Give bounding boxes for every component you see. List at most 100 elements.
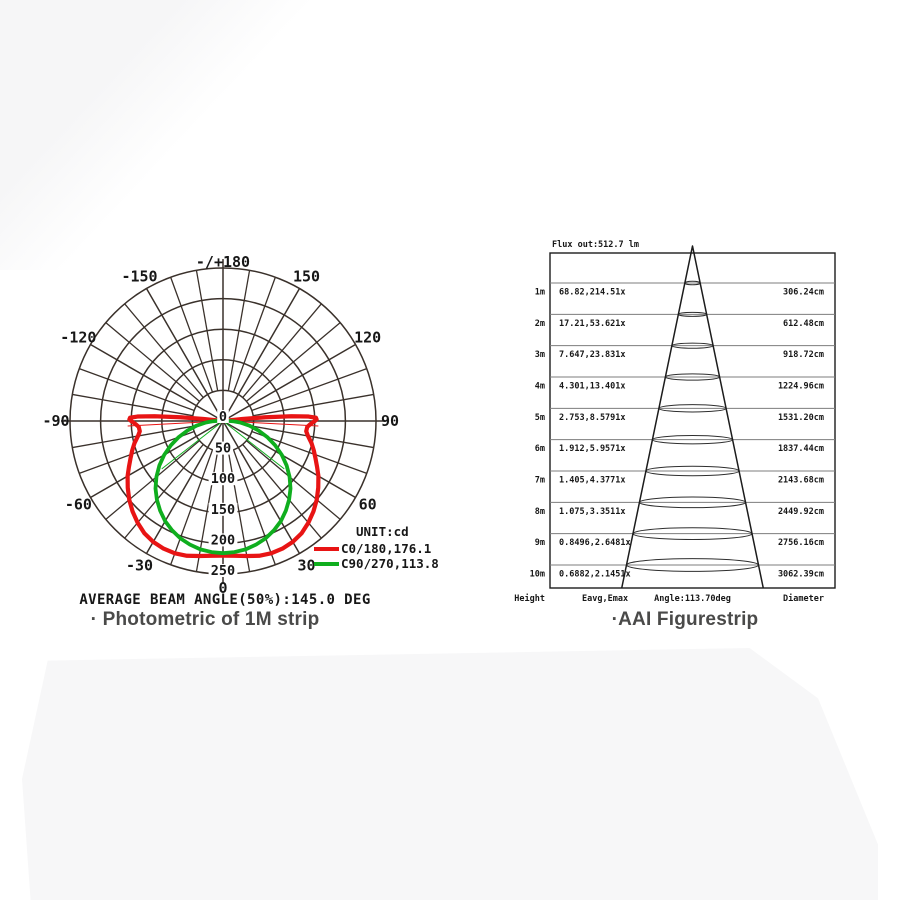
angle-label: 90: [381, 412, 399, 430]
row-diameter-value: 612.48cm: [783, 319, 824, 329]
row-eavg-emax-value: 0.8496,2.6481x: [559, 538, 631, 548]
c90-270-curve: [153, 419, 293, 556]
footer-height-label: Height: [514, 593, 545, 604]
row-diameter-value: 1224.96cm: [778, 381, 824, 391]
cone-diagram: Flux out:512.7 lm 1m 68.82,214.51x 306.24cm…: [514, 240, 836, 604]
polar-minor-spoke: [170, 449, 214, 565]
row-height-label: 5m: [535, 413, 545, 423]
angle-label: -90: [42, 412, 69, 430]
footer-beam-angle-label: Angle:113.70deg: [654, 594, 731, 604]
row-height-label: 1m: [535, 288, 545, 298]
row-eavg-emax-value: 0.6882,2.1451x: [559, 569, 631, 579]
polar-minor-spoke: [79, 368, 195, 412]
radial-label-bg: [208, 472, 238, 486]
polar-minor-spoke: [124, 303, 204, 398]
average-beam-angle-text: AVERAGE BEAM ANGLE(50%):145.0 DEG: [79, 592, 371, 608]
polar-minor-spoke: [246, 440, 341, 520]
polar-minor-spoke: [242, 303, 322, 398]
c0-legend-label: C0/180,176.1: [341, 541, 432, 556]
polar-minor-spoke: [195, 451, 219, 572]
legend-item-c0: C0/180,176.1: [314, 541, 431, 556]
row-eavg-emax-value: 17.21,53.621x: [559, 319, 626, 329]
footer-eavg-emax-label: Eavg,Emax: [582, 594, 628, 604]
row-height-label: 6m: [535, 444, 545, 454]
row-eavg-emax-value: 1.405,4.3771x: [559, 475, 626, 485]
radial-tick-label: 0: [219, 409, 227, 425]
radial-tick-label: 100: [211, 471, 235, 487]
row-diameter-value: 2756.16cm: [778, 538, 824, 548]
polar-minor-spoke: [72, 393, 193, 417]
polar-minor-spoke: [227, 270, 251, 391]
row-diameter-value: 306.24cm: [783, 288, 824, 298]
polar-minor-spoke: [246, 322, 341, 402]
row-height-label: 9m: [535, 538, 545, 548]
polar-minor-spoke: [227, 451, 251, 572]
radial-tick-label: 200: [211, 532, 235, 548]
angle-label: -30: [126, 557, 153, 575]
radial-label-bg: [208, 564, 238, 577]
polar-major-spoke: [145, 420, 224, 554]
row-eavg-emax-value: 7.647,23.831x: [559, 350, 626, 360]
legend-item-c90: C90/270,113.8: [314, 556, 439, 571]
polar-major-spoke: [90, 420, 224, 499]
polar-minor-spoke: [232, 277, 276, 393]
beam-angle-ray: [161, 420, 224, 470]
row-eavg-emax-value: 4.301,13.401x: [559, 381, 626, 391]
polar-major-spoke: [222, 288, 301, 422]
radial-tick-label: 50: [215, 441, 231, 457]
row-diameter-value: 2449.92cm: [778, 507, 824, 517]
angle-label: 120: [354, 329, 381, 347]
row-height-label: 8m: [535, 507, 545, 517]
row-height-label: 2m: [535, 319, 545, 329]
polar-minor-spoke: [105, 440, 200, 520]
row-height-label: 3m: [535, 350, 545, 360]
left-caption: · Photometric of 1M strip: [90, 609, 320, 630]
angle-label: 30: [297, 557, 315, 575]
polar-minor-spoke: [195, 270, 219, 391]
cone-table-box: [549, 252, 836, 589]
background-wedge: [0, 0, 310, 270]
row-diameter-value: 918.72cm: [783, 350, 824, 360]
flux-out-label: Flux out:512.7 lm: [552, 240, 639, 250]
polar-minor-spoke: [232, 449, 276, 565]
c90-legend-label: C90/270,113.8: [341, 556, 439, 571]
row-eavg-emax-value: 1.075,3.3511x: [559, 507, 626, 517]
polar-minor-spoke: [253, 393, 374, 417]
angle-label: -60: [65, 496, 92, 514]
angle-label: 150: [293, 267, 320, 285]
angle-label: 60: [359, 496, 377, 514]
row-eavg-emax-value: 2.753,8.5791x: [559, 413, 626, 423]
row-eavg-emax-value: 1.912,5.9571x: [559, 444, 626, 454]
polar-minor-spoke: [251, 368, 367, 412]
polar-major-spoke: [145, 288, 224, 422]
row-diameter-value: 1531.20cm: [778, 413, 824, 423]
row-height-label: 10m: [530, 569, 545, 579]
angle-label: -120: [60, 329, 96, 347]
row-diameter-value: 3062.39cm: [778, 569, 824, 579]
beam-angle-ray: [222, 420, 285, 470]
polar-major-spoke: [90, 343, 224, 422]
row-height-label: 7m: [535, 475, 545, 485]
polar-major-spoke: [222, 343, 356, 422]
right-caption: ·AAI Figurestrip: [611, 609, 759, 630]
polar-minor-spoke: [105, 322, 200, 402]
angle-label: -/+180: [196, 253, 250, 271]
row-height-label: 4m: [535, 381, 545, 391]
row-diameter-value: 2143.68cm: [778, 475, 824, 485]
c0-180-curve: [125, 414, 321, 559]
radial-tick-label: 150: [211, 502, 235, 518]
row-diameter-value: 1837.44cm: [778, 444, 824, 454]
radial-label-bg: [208, 533, 238, 547]
radial-tick-label: 250: [211, 563, 235, 579]
polar-major-spoke: [222, 420, 301, 554]
footer-diameter-label: Diameter: [783, 593, 824, 604]
angle-label: 0: [218, 579, 227, 597]
photometric-polar-chart: 0 50 100 150 200 250 -/+180 -150 150 -120 120 -90 90…: [42, 253, 399, 597]
angle-label: -150: [121, 267, 157, 285]
row-eavg-emax-value: 68.82,214.51x: [559, 288, 626, 298]
unit-label: UNIT:cd: [356, 524, 409, 539]
c0-legend-swatch: [314, 546, 339, 551]
background-blob: [22, 648, 878, 900]
c90-legend-swatch: [314, 561, 339, 566]
